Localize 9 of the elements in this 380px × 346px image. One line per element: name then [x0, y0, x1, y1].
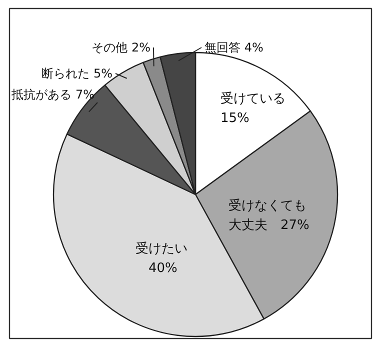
- slice-label: 抵抗がある 7%: [10, 88, 95, 102]
- slice-label: 受けなくても大丈夫 27%: [228, 198, 310, 233]
- slice-label: 受けたい: [136, 241, 188, 256]
- slice-label: 受けている: [220, 91, 286, 106]
- slice-label: 無回答 4%: [204, 40, 264, 54]
- slice-label: 断られた 5%: [42, 66, 113, 80]
- data-label: 40%: [136, 260, 178, 276]
- data-label: 15%: [220, 110, 250, 126]
- slice-label: その他 2%: [92, 40, 151, 54]
